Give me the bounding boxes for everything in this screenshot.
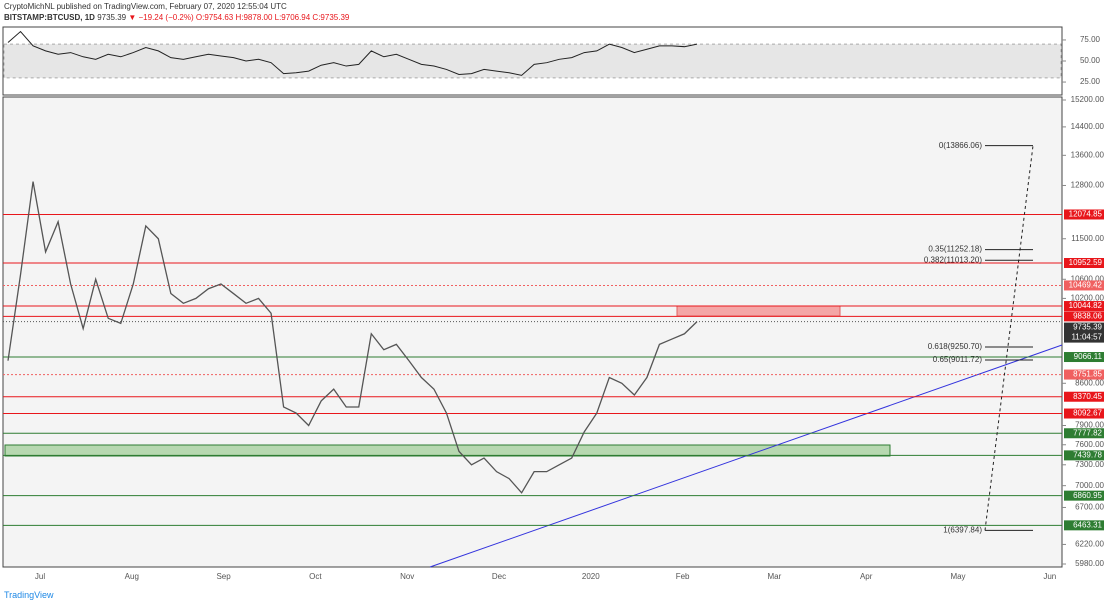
level-tag [1064,301,1104,312]
support-zone [4,444,891,457]
y-tick-label: 7600.00 [1075,440,1104,449]
level-label: 12074.85 [1069,210,1103,219]
y-tick-label: 7900.00 [1075,421,1104,430]
y-tick-label: 15200.00 [1071,95,1105,104]
level-tag [1064,520,1104,531]
x-tick-label: Mar [768,572,782,581]
level-label: 10044.82 [1069,301,1103,310]
level-tag [1064,280,1104,291]
x-tick-label: Sep [216,572,231,581]
supply-zone [676,305,841,317]
level-label: 7439.78 [1073,450,1102,459]
y-tick-label: 8600.00 [1075,378,1104,387]
y-tick-label: 10200.00 [1071,294,1105,303]
x-tick-label: Aug [125,572,139,581]
x-tick-label: 2020 [582,572,600,581]
level-tag [1064,490,1104,501]
header-line2: BITSTAMP:BTCUSD, 1D 9735.39 ▼ −19.24 (−0… [4,13,349,22]
header-line1: CryptoMichNL published on TradingView.co… [4,2,287,11]
level-tag [1064,352,1104,363]
y-tick-label: 12800.00 [1071,181,1105,190]
y-tick-label: 6220.00 [1075,540,1104,549]
last: 9735.39 [97,13,127,22]
level-tag [1064,369,1104,380]
y-tick-label: 13600.00 [1071,150,1105,159]
logo: TradingView [4,590,54,600]
trendline [429,344,1063,568]
fib-diagonal [984,145,1034,531]
level-tag [1064,450,1104,461]
level-label: 9066.11 [1074,352,1103,361]
price-pane [2,96,1063,568]
current-label: 9735.39 [1073,323,1102,332]
level-tag [1064,428,1104,439]
fib-label: 1(6397.84) [943,526,982,535]
level-label: 6860.95 [1073,491,1102,500]
level-label: 9838.06 [1073,311,1102,320]
level-tag [1064,391,1104,402]
level-tag [1064,209,1104,220]
x-tick-label: Jul [35,572,45,581]
price-line [7,181,698,494]
level-label: 6463.31 [1073,520,1102,529]
level-tag [1064,408,1104,419]
level-tag [1064,258,1104,269]
countdown: 11:04:57 [1071,333,1102,342]
ohlc: O:9754.63 H:9878.00 L:9706.94 C:9735.39 [195,13,350,22]
x-tick-label: Jun [1043,572,1056,581]
y-tick-label: 6700.00 [1075,503,1104,512]
fib-label: 0.618(9250.70) [928,342,983,351]
level-label: 8370.45 [1073,392,1102,401]
y-tick-label: 7300.00 [1075,460,1104,469]
x-tick-label: Oct [309,572,322,581]
level-label: 10952.59 [1069,258,1103,267]
y-tick-label: 14400.00 [1071,122,1105,131]
fib-label: 0(13866.06) [939,141,982,150]
level-tag [1064,311,1104,322]
y-tick-label: 10600.00 [1071,274,1105,283]
rsi-tick-label: 50.00 [1080,56,1101,65]
fib-label: 0.35(11252.18) [928,245,982,254]
rsi-band [3,43,1062,79]
change: ▼ −19.24 (−0.2%) [128,13,194,22]
x-tick-label: Nov [400,572,414,581]
x-tick-label: Apr [860,572,873,581]
x-tick-label: Feb [676,572,690,581]
level-label: 8751.85 [1073,370,1102,379]
level-label: 8092.67 [1073,409,1102,418]
symbol: BITSTAMP:BTCUSD, 1D [4,13,95,22]
y-tick-label: 5980.00 [1075,559,1104,568]
y-tick-label: 11500.00 [1071,234,1104,243]
fib-label: 0.65(9011.72) [933,355,983,364]
current-tag [1064,322,1104,343]
fib-label: 0.382(11013.20) [924,255,982,264]
rsi-tick-label: 75.00 [1080,35,1101,44]
level-label: 7777.82 [1073,428,1102,437]
level-label: 10469.42 [1069,281,1103,290]
x-tick-label: Dec [492,572,506,581]
x-tick-label: May [950,572,965,581]
rsi-tick-label: 25.00 [1080,77,1101,86]
y-tick-label: 7000.00 [1075,481,1104,490]
rsi-line [7,30,698,76]
